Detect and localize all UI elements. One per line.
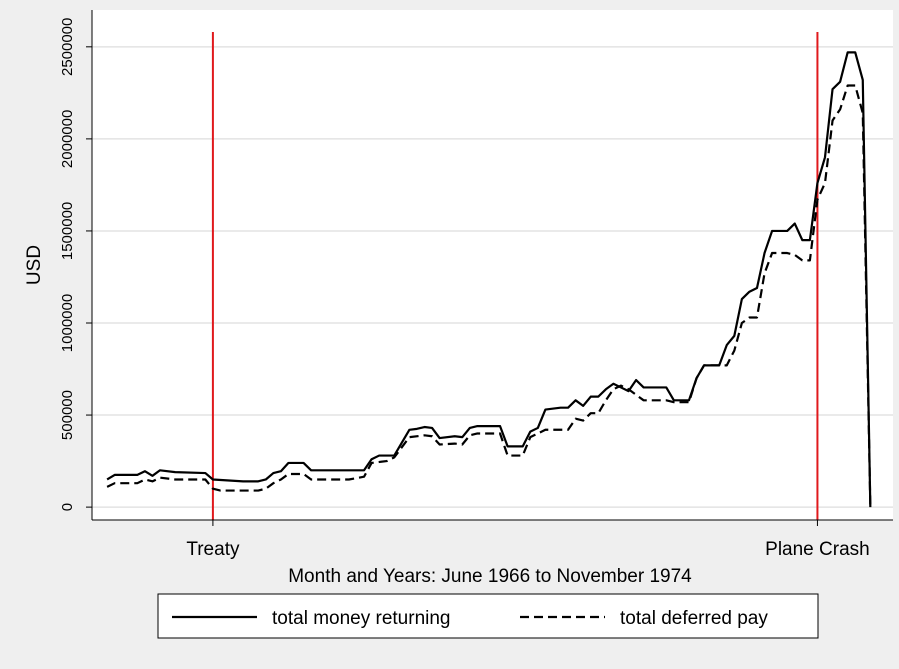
series-line <box>106 84 872 508</box>
plot-area <box>92 10 893 520</box>
y-axis-label: USD <box>24 245 45 285</box>
y-tick-label: 2000000 <box>59 110 76 168</box>
legend-items: total money returning total deferred pay <box>172 608 768 629</box>
legend <box>157 593 819 639</box>
y-tick-label: 500000 <box>59 390 76 440</box>
marks <box>106 32 872 520</box>
y-tick-label: 1500000 <box>59 202 76 260</box>
x-tick-label: Plane Crash <box>765 539 870 560</box>
y-tick-label: 1000000 <box>59 294 76 352</box>
x-axis-label: Month and Years: June 1966 to November 1… <box>288 566 692 587</box>
grid <box>92 46 893 508</box>
legend-label: total money returning <box>272 608 451 629</box>
y-tick-label: 2500000 <box>59 18 76 76</box>
legend-label: total deferred pay <box>620 608 768 629</box>
x-tick-label: Treaty <box>186 539 240 560</box>
y-tick-label: 0 <box>59 503 76 511</box>
series-line <box>106 51 872 508</box>
